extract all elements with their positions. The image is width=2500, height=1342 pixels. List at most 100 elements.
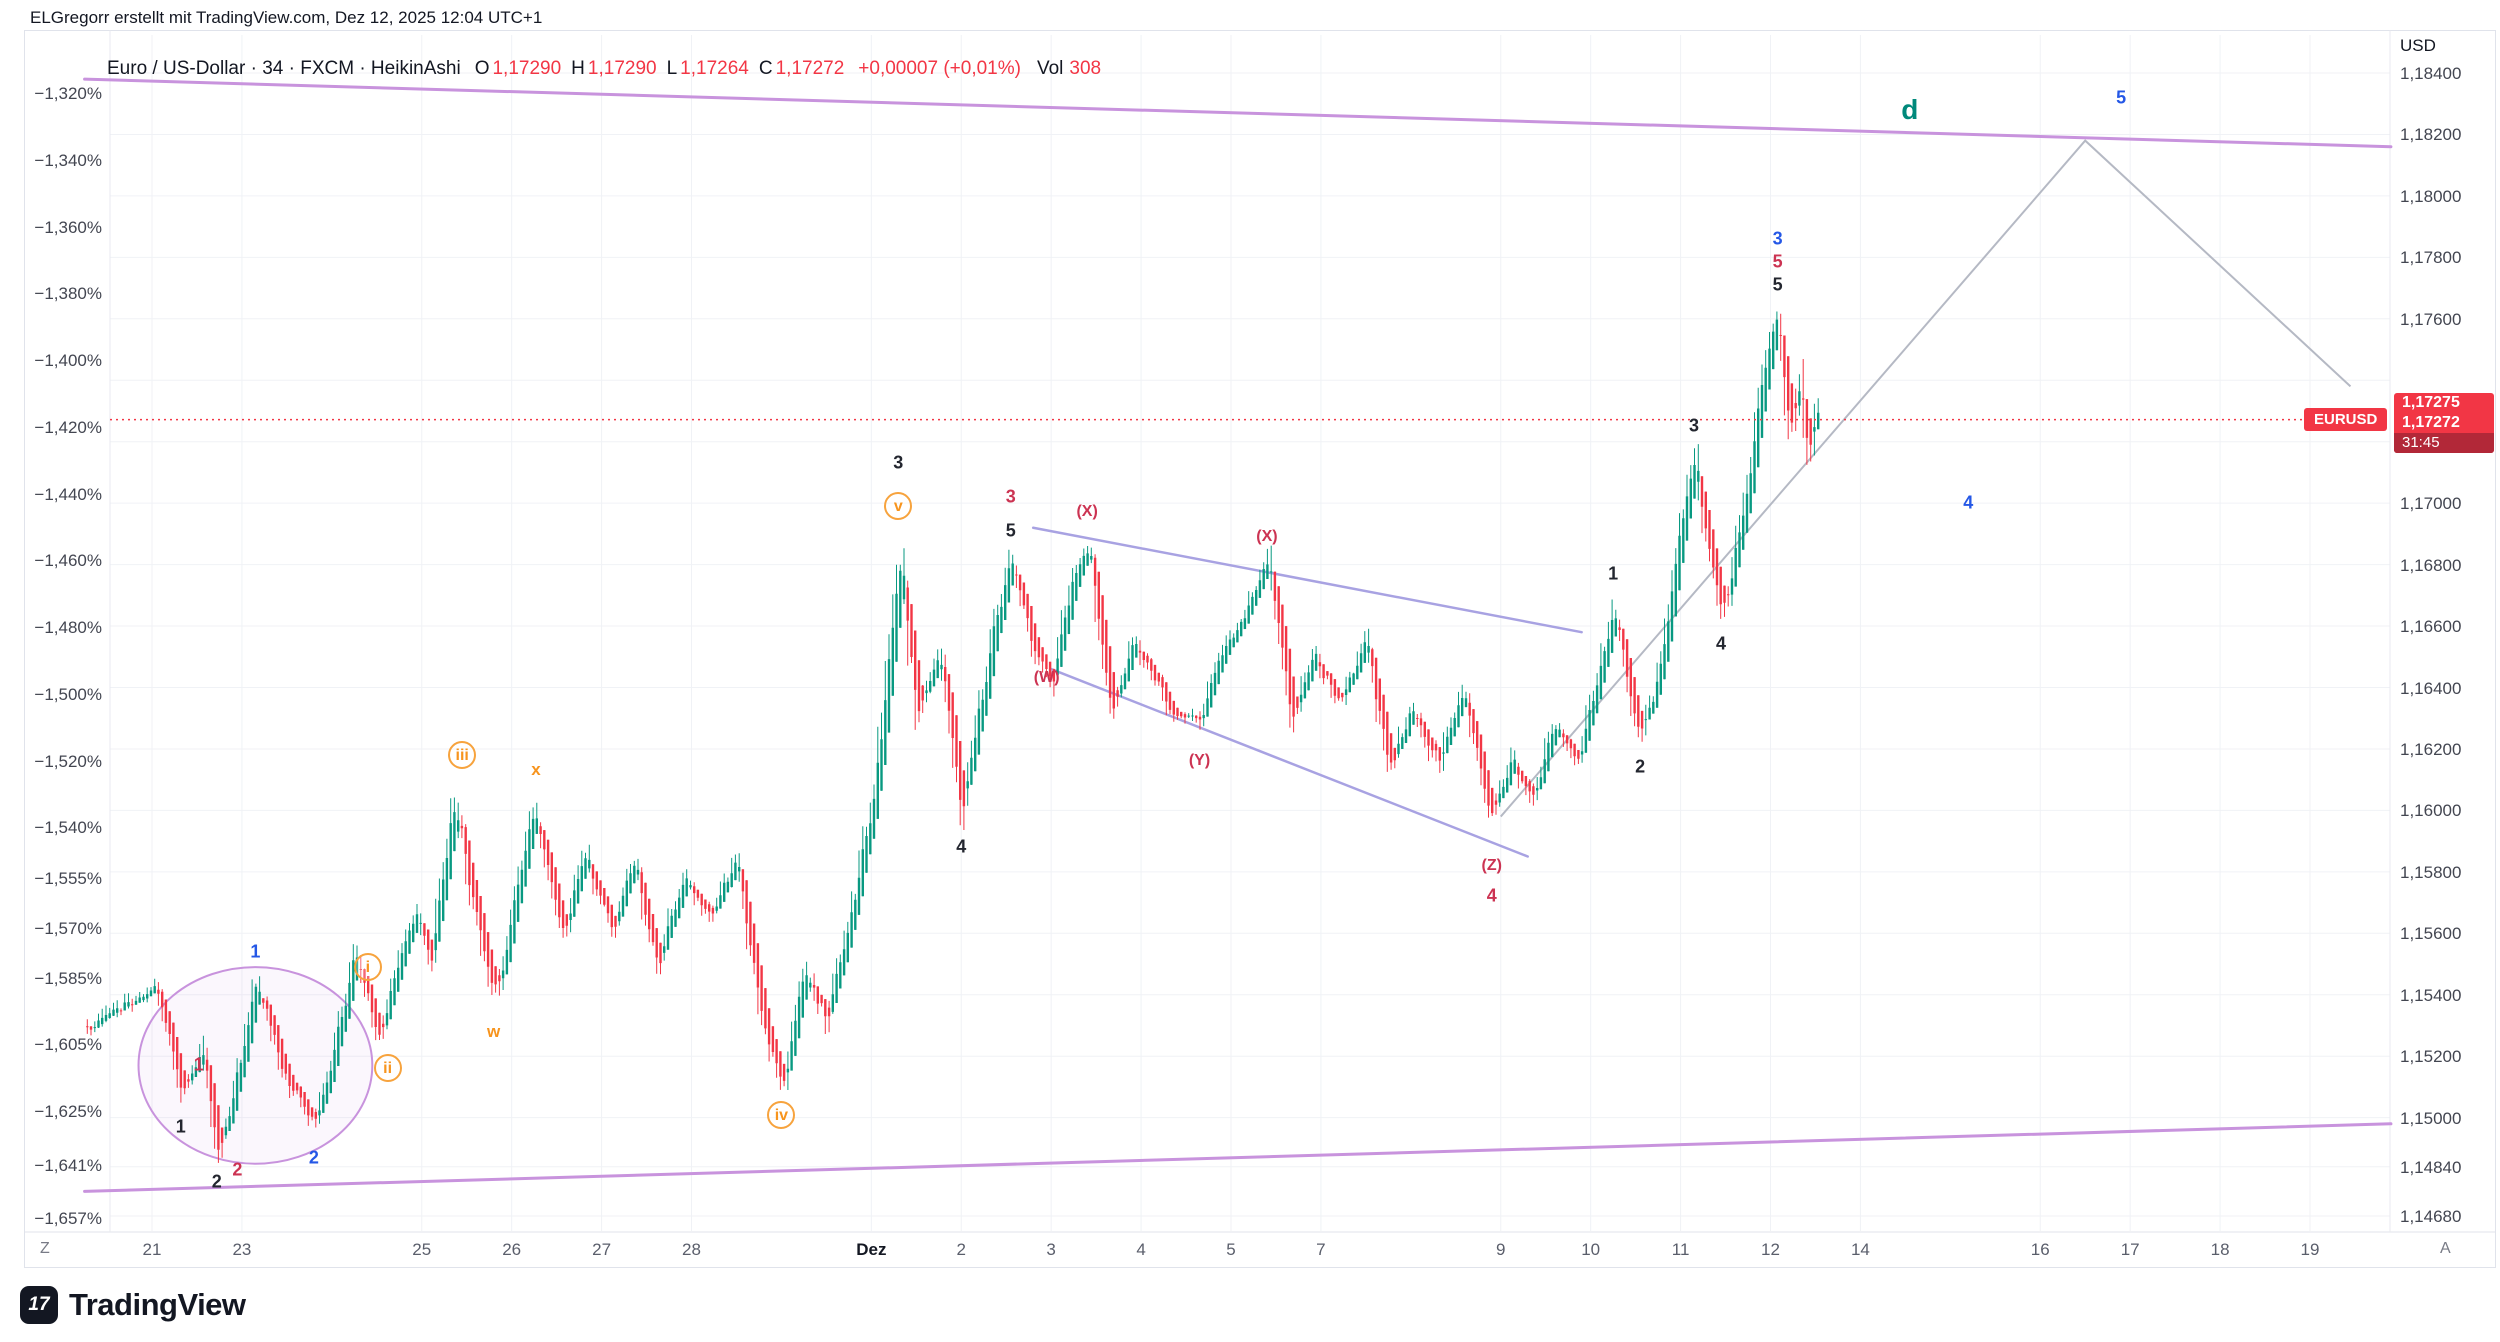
- right-axis-tick: 1,14840: [2400, 1157, 2462, 1177]
- drawings: [83, 77, 2393, 1193]
- wave-label-x: (X): [1256, 527, 1278, 545]
- time-axis-tick: 26: [502, 1240, 522, 1259]
- attribution-text: ELGregorr erstellt mit TradingView.com, …: [30, 8, 543, 27]
- ohlc-value: 1,17290: [492, 58, 562, 79]
- left-axis-tick: −1,360%: [34, 217, 102, 237]
- left-axis-tick: −1,625%: [34, 1102, 102, 1122]
- left-axis-tick: −1,400%: [34, 351, 102, 371]
- last-price-label: 1,17272: [2402, 413, 2460, 431]
- left-axis-tick: −1,320%: [34, 84, 102, 103]
- wedge-lower-line: [1049, 667, 1529, 858]
- price-line-symbol-flag: EURUSD: [2304, 407, 2388, 431]
- wave-label-x: x: [531, 760, 541, 780]
- change-value: +0,00007 (+0,01%): [858, 58, 1021, 79]
- left-axis-tick: −1,570%: [34, 918, 102, 938]
- wave-label-z: (Z): [1481, 856, 1502, 874]
- wave-label-1: 1: [250, 941, 261, 962]
- wave-label-y: (Y): [1188, 752, 1211, 770]
- wave-label-1: 1: [1608, 563, 1619, 584]
- time-axis-tick: 9: [1496, 1240, 1506, 1259]
- current-price-badge: 1,17275 1,17272 31:45: [2394, 392, 2494, 453]
- wedge-upper-line: [1031, 526, 1583, 634]
- lower-trendline: [83, 1122, 2393, 1193]
- left-axis-tick: −1,641%: [34, 1155, 102, 1175]
- right-axis-tick: 1,15600: [2400, 924, 2462, 944]
- highlight-circle: [137, 966, 374, 1165]
- time-axis-tick: 4: [1136, 1240, 1146, 1259]
- wave-label-4: 4: [1486, 885, 1497, 906]
- right-axis-tick: 1,17600: [2400, 309, 2462, 329]
- right-axis-tick: 1,18400: [2400, 64, 2462, 83]
- right-axis-tick: 1,18200: [2400, 125, 2462, 145]
- time-axis-tick: Dez: [856, 1240, 887, 1259]
- right-axis-tick: 1,15400: [2400, 985, 2462, 1005]
- wave-label-4: 4: [1716, 633, 1727, 654]
- wave-label-ii: ii: [373, 1054, 402, 1083]
- grid: [110, 35, 2390, 1231]
- time-axis-tick: 28: [682, 1240, 701, 1259]
- symbol-title[interactable]: Euro / US-Dollar · 34 · FXCM · HeikinAsh…: [107, 58, 461, 79]
- timezone-button[interactable]: Z: [40, 1240, 50, 1257]
- ohlc-key: C: [758, 58, 773, 79]
- time-axis-tick: 18: [2210, 1240, 2230, 1259]
- wave-label-w: (W): [1033, 669, 1060, 687]
- right-axis-tick: 1,16400: [2400, 678, 2462, 698]
- right-axis-tick: 1,18000: [2400, 186, 2462, 206]
- upper-trendline: [83, 77, 2393, 149]
- wave-label-5: 5: [1005, 520, 1016, 541]
- time-axis-tick: 3: [1046, 1240, 1056, 1259]
- ohlc-values: O 1,17290 H 1,17290 L 1,17264 C 1,17272: [475, 58, 845, 80]
- time-axis-tick: 7: [1316, 1240, 1326, 1259]
- time-axis-tick: 21: [142, 1240, 162, 1259]
- wave-label-2: 2: [211, 1171, 222, 1192]
- ohlc-key: H: [571, 58, 585, 79]
- wave-label-i: i: [353, 953, 382, 982]
- volume-value: 308: [1069, 58, 1102, 79]
- wave-label-d: d: [1901, 93, 1919, 125]
- axis-currency-label[interactable]: USD: [2400, 36, 2436, 55]
- left-axis-tick: −1,420%: [34, 417, 102, 437]
- panel-frame: [24, 30, 2496, 1233]
- right-axis-tick: 1,17000: [2400, 494, 2462, 514]
- wave-label-2: 2: [232, 1159, 243, 1180]
- ohlc-value: 1,17264: [680, 58, 749, 79]
- symbol-info-bar: Euro / US-Dollar · 34 · FXCM · HeikinAsh…: [107, 58, 1101, 80]
- right-axis-tick: 1,14680: [2400, 1206, 2462, 1226]
- wave-label-4: 4: [956, 836, 967, 857]
- wave-label-iii: iii: [448, 741, 477, 770]
- wave-label-4: 4: [1963, 492, 1974, 513]
- projection-path: [1499, 139, 2352, 818]
- left-axis-tick: −1,440%: [34, 484, 102, 504]
- time-axis-tick: 2: [956, 1240, 966, 1259]
- left-axis-tick: −1,657%: [34, 1209, 102, 1228]
- bar-countdown: 31:45: [2394, 432, 2494, 453]
- right-axis-tick: 1,16800: [2400, 555, 2462, 575]
- auto-scale-button[interactable]: A: [2440, 1240, 2451, 1257]
- wave-label-5: 5: [1772, 251, 1783, 272]
- left-axis-tick: −1,540%: [34, 818, 102, 838]
- wave-label-v: v: [884, 492, 913, 521]
- left-axis-tick: −1,605%: [34, 1035, 102, 1055]
- wave-label-iv: iv: [767, 1100, 796, 1129]
- wave-label-1: 1: [193, 1054, 204, 1075]
- left-axis-tick: −1,500%: [34, 684, 102, 704]
- tradingview-logo[interactable]: 17 TradingView: [20, 1286, 246, 1324]
- ohlc-value: 1,17290: [587, 58, 657, 79]
- right-axis-tick: 1,16000: [2400, 801, 2462, 821]
- tradingview-wordmark: TradingView: [69, 1287, 246, 1322]
- right-axis-tick: 1,15200: [2400, 1047, 2462, 1067]
- time-axis-tick: 19: [2300, 1240, 2320, 1259]
- wave-label-3: 3: [1772, 228, 1783, 249]
- wave-label-1: 1: [175, 1116, 186, 1137]
- time-axis-tick: 27: [592, 1240, 612, 1259]
- time-axis-tick: 17: [2120, 1240, 2140, 1259]
- right-axis-tick: 1,17800: [2400, 248, 2462, 268]
- wave-label-5: 5: [2116, 87, 2127, 108]
- wave-label-3: 3: [1689, 415, 1700, 436]
- wave-label-3: 3: [1005, 486, 1016, 507]
- left-axis-tick: −1,380%: [34, 284, 102, 304]
- left-axis-tick: −1,555%: [34, 868, 102, 888]
- time-axis-tick: 16: [2030, 1240, 2050, 1259]
- left-axis-tick: −1,340%: [34, 150, 102, 170]
